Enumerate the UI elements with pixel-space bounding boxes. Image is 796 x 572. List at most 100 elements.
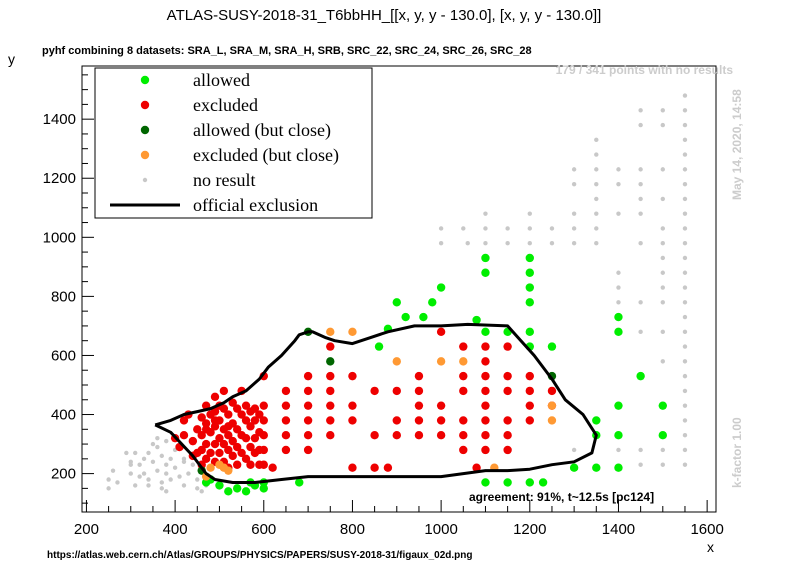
y-tick-label: 600 [51, 347, 76, 364]
source-url: https://atlas.web.cern.ch/Atlas/GROUPS/P… [47, 550, 473, 561]
excluded-point [259, 431, 268, 440]
no-result-point [483, 211, 488, 216]
excluded-point [268, 463, 277, 472]
allowed-point [636, 371, 645, 381]
no-result-point [146, 477, 151, 482]
excluded-point [210, 416, 220, 425]
no-result-point [505, 241, 510, 246]
excluded-point [201, 454, 211, 464]
excluded-point [281, 445, 291, 455]
excluded-point [246, 442, 255, 452]
excluded-point [459, 386, 468, 396]
no-result-point [128, 471, 133, 476]
no-result-point [549, 241, 555, 246]
excluded-point [525, 401, 534, 410]
chart-title: ATLAS-SUSY-2018-31_T6bbHH_[[x, y, y - 13… [167, 7, 602, 24]
no-result-point [571, 226, 577, 231]
excluded-point [237, 410, 246, 419]
excluded-point [503, 416, 512, 425]
allowed-point [614, 312, 623, 322]
excluded-point [259, 460, 268, 469]
official-exclusion-curve [154, 322, 598, 484]
allowed-point [525, 268, 534, 277]
excluded-point [436, 431, 446, 440]
no-result-point [660, 300, 665, 305]
no-result-point [660, 285, 665, 290]
allowed-but-close-point [326, 357, 335, 366]
excluded-point [259, 445, 268, 455]
excluded-point [472, 463, 481, 472]
excluded-point [459, 431, 468, 440]
no-result-point [177, 474, 182, 479]
allowed-point [224, 487, 233, 496]
no-result-point [638, 447, 643, 453]
no-result-point [594, 167, 599, 172]
excluded-point [481, 401, 490, 410]
no-result-point [483, 226, 488, 231]
no-result-point [527, 211, 532, 216]
excluded-point [348, 463, 357, 472]
excluded-point [481, 431, 490, 440]
excluded-point [197, 413, 206, 422]
no-result-point [660, 196, 665, 202]
excluded-point [232, 404, 242, 413]
no-result-point [159, 480, 165, 485]
no-result-point [133, 483, 138, 488]
allowed-point [232, 484, 242, 493]
excluded-but-close-point [547, 401, 557, 410]
no-result-point [616, 270, 621, 275]
allowed-point [525, 283, 534, 292]
excluded-point [250, 433, 260, 443]
allowed-point [503, 478, 512, 487]
excluded-point [383, 463, 393, 472]
no-result-point [682, 344, 688, 349]
excluded-point [232, 460, 242, 469]
y-axis-label: y [8, 51, 15, 67]
no-result-point [571, 447, 577, 453]
no-result-point [660, 462, 665, 467]
chart-subtitle: pyhf combining 8 datasets: SRA_L, SRA_M,… [42, 45, 532, 57]
no-result-point [168, 477, 173, 482]
excluded-point [503, 371, 512, 381]
allowed-point [614, 327, 623, 337]
no-result-point [638, 241, 643, 246]
excluded-point [481, 386, 490, 396]
no-result-point [141, 471, 147, 476]
excluded-point [348, 371, 357, 381]
x-tick-label: 1600 [690, 521, 723, 538]
excluded-point [281, 416, 291, 425]
no-result-point [682, 300, 688, 305]
excluded-point [210, 439, 220, 449]
no-result-point [106, 477, 111, 482]
excluded-point [303, 416, 313, 425]
allowed-point [215, 481, 224, 490]
y-tick-label: 1200 [43, 170, 76, 187]
data-layer [170, 253, 667, 496]
no-result-point [594, 226, 599, 231]
no-result-point [682, 196, 688, 202]
no-result-point [660, 270, 665, 275]
excluded-point [459, 371, 468, 381]
no-result-point [137, 474, 142, 479]
excluded-point [348, 401, 357, 410]
legend-marker [140, 125, 150, 135]
excluded-point [259, 401, 268, 410]
allowed-point [419, 312, 428, 322]
excluded-point [459, 416, 468, 425]
allowed-point [481, 268, 490, 277]
no-result-point [638, 181, 643, 187]
allowed-point [481, 253, 490, 263]
allowed-point [614, 401, 623, 410]
excluded-point [303, 431, 313, 440]
no-result-point [638, 167, 643, 172]
no-result-point [571, 167, 577, 172]
excluded-but-close-point [224, 466, 233, 475]
no-result-note: 179 / 341 points with no results [556, 63, 734, 77]
no-result-point [124, 450, 129, 456]
excluded-point [459, 445, 468, 455]
no-result-point [150, 459, 156, 464]
no-result-point [682, 181, 688, 187]
excluded-point [303, 445, 313, 455]
no-result-point [106, 486, 111, 491]
no-result-point [682, 329, 688, 335]
